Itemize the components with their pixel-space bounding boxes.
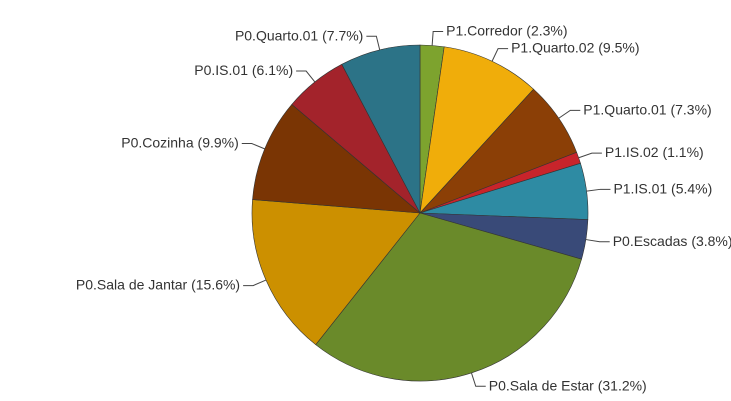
pie-slice <box>315 212 582 382</box>
slice-value: (15.6%) <box>191 276 240 292</box>
slice-label: P0.Cozinha (9.9%) <box>121 134 239 150</box>
slice-label: P0.Sala de Estar (31.2%) <box>489 377 647 393</box>
slice-label: P1.Quarto.01 (7.3%) <box>583 101 711 117</box>
slice-label: P0.Escadas (3.8%) <box>613 232 731 248</box>
slice-label: P0.IS.01 (6.1%) <box>194 62 293 78</box>
pie-slice <box>251 199 421 346</box>
slice-name: P1.IS.01 <box>613 180 667 196</box>
slice-value: (5.4%) <box>671 180 712 196</box>
leader-line <box>296 70 316 83</box>
slice-value: (1.1%) <box>662 144 703 160</box>
slice-label: P1.Corredor (2.3%) <box>446 22 567 38</box>
slice-value: (31.2%) <box>598 377 647 393</box>
slice-value: (7.3%) <box>670 101 711 117</box>
leader-line <box>366 35 381 51</box>
slice-value: (9.5%) <box>598 39 639 55</box>
pie-slice <box>341 44 421 214</box>
leader-line <box>431 30 444 46</box>
slice-name: P1.Corredor <box>446 22 523 38</box>
slice-name: P0.Sala de Estar <box>489 377 594 393</box>
leader-line <box>578 152 602 159</box>
leader-line <box>241 143 265 150</box>
slice-value: (3.8%) <box>691 232 731 248</box>
slice-label: P1.IS.02 (1.1%) <box>605 144 704 160</box>
slice-label: P0.Sala de Jantar (15.6%) <box>76 276 240 292</box>
leader-line <box>491 48 509 62</box>
leader-line <box>558 109 581 119</box>
slice-name: P0.Quarto.01 <box>235 27 318 43</box>
slice-value: (6.1%) <box>252 62 293 78</box>
slice-name: P0.IS.01 <box>194 62 248 78</box>
slice-name: P0.Sala de Jantar <box>76 276 188 292</box>
slice-value: (9.9%) <box>198 134 239 150</box>
slice-label: P1.IS.01 (5.4%) <box>613 180 712 196</box>
leader-line <box>585 239 610 243</box>
slice-name: P1.IS.02 <box>605 144 659 160</box>
slice-label: P1.Quarto.02 (9.5%) <box>511 39 639 55</box>
leader-line <box>470 372 486 387</box>
slice-name: P0.Cozinha <box>121 134 194 150</box>
slice-value: (7.7%) <box>322 27 363 43</box>
leader-line <box>243 279 267 287</box>
slice-value: (2.3%) <box>526 22 567 38</box>
leader-line <box>586 188 611 192</box>
slice-name: P0.Escadas <box>613 232 688 248</box>
slice-label: P0.Quarto.01 (7.7%) <box>235 27 363 43</box>
slice-name: P1.Quarto.02 <box>511 39 594 55</box>
slice-name: P1.Quarto.01 <box>583 101 666 117</box>
